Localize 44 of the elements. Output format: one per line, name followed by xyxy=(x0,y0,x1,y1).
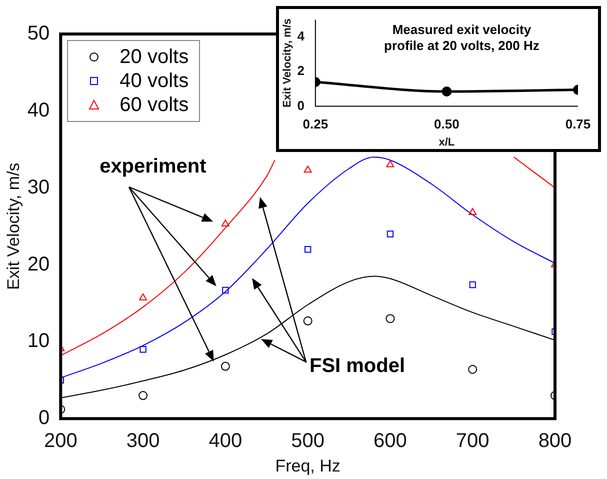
x-axis-title: Freq, Hz xyxy=(275,456,340,476)
text: Measured exit velocity profile at 20 volts, 200 Hz xyxy=(384,22,540,53)
point xyxy=(469,281,476,288)
point xyxy=(303,316,312,326)
point xyxy=(222,286,229,294)
point xyxy=(139,293,148,300)
y-tick-label: 0 xyxy=(38,407,50,430)
x-tick-label: 0.50 xyxy=(434,116,460,132)
legend-label: 60 volts xyxy=(120,93,189,117)
annotation: FSI model xyxy=(309,354,406,377)
point xyxy=(468,208,477,215)
x-tick-label: 500 xyxy=(291,430,325,452)
legend-label: 40 volts xyxy=(120,69,189,93)
point xyxy=(138,391,148,400)
y-axis-title: Exit Velocity, m/s xyxy=(4,162,23,290)
point xyxy=(386,230,394,238)
y-tick-label: 0 xyxy=(297,98,304,113)
point xyxy=(386,160,394,168)
y-tick-label: 30 xyxy=(27,176,50,198)
point xyxy=(304,246,312,253)
x-tick-label: 600 xyxy=(374,430,407,452)
y-tick-label: 20 xyxy=(27,253,50,276)
y-tick-label: 10 xyxy=(27,330,50,352)
x-tick-label: 700 xyxy=(456,430,490,452)
point xyxy=(220,362,230,371)
y-tick-label: 50 xyxy=(27,22,50,45)
x-tick-label: 300 xyxy=(126,430,160,452)
x-tick-label: 200 xyxy=(44,430,78,452)
y-axis-title: Exit Velocity, m/s xyxy=(282,18,294,108)
x-tick-label: 0.25 xyxy=(302,116,328,132)
annotation: experiment xyxy=(100,156,207,178)
x-tick-label: 0.75 xyxy=(565,116,591,132)
y-tick-label: 40 xyxy=(27,99,50,122)
y-tick-label: 2 xyxy=(297,63,304,78)
x-tick-label: 400 xyxy=(208,430,242,452)
point xyxy=(140,346,146,353)
point xyxy=(386,314,395,324)
point xyxy=(468,364,478,374)
x-tick-label: 800 xyxy=(538,430,572,452)
point xyxy=(221,219,230,226)
x-axis-title: x/L xyxy=(438,136,455,148)
point xyxy=(304,166,312,173)
y-tick-label: 4 xyxy=(297,28,306,44)
legend-label: 20 volts xyxy=(120,45,189,69)
